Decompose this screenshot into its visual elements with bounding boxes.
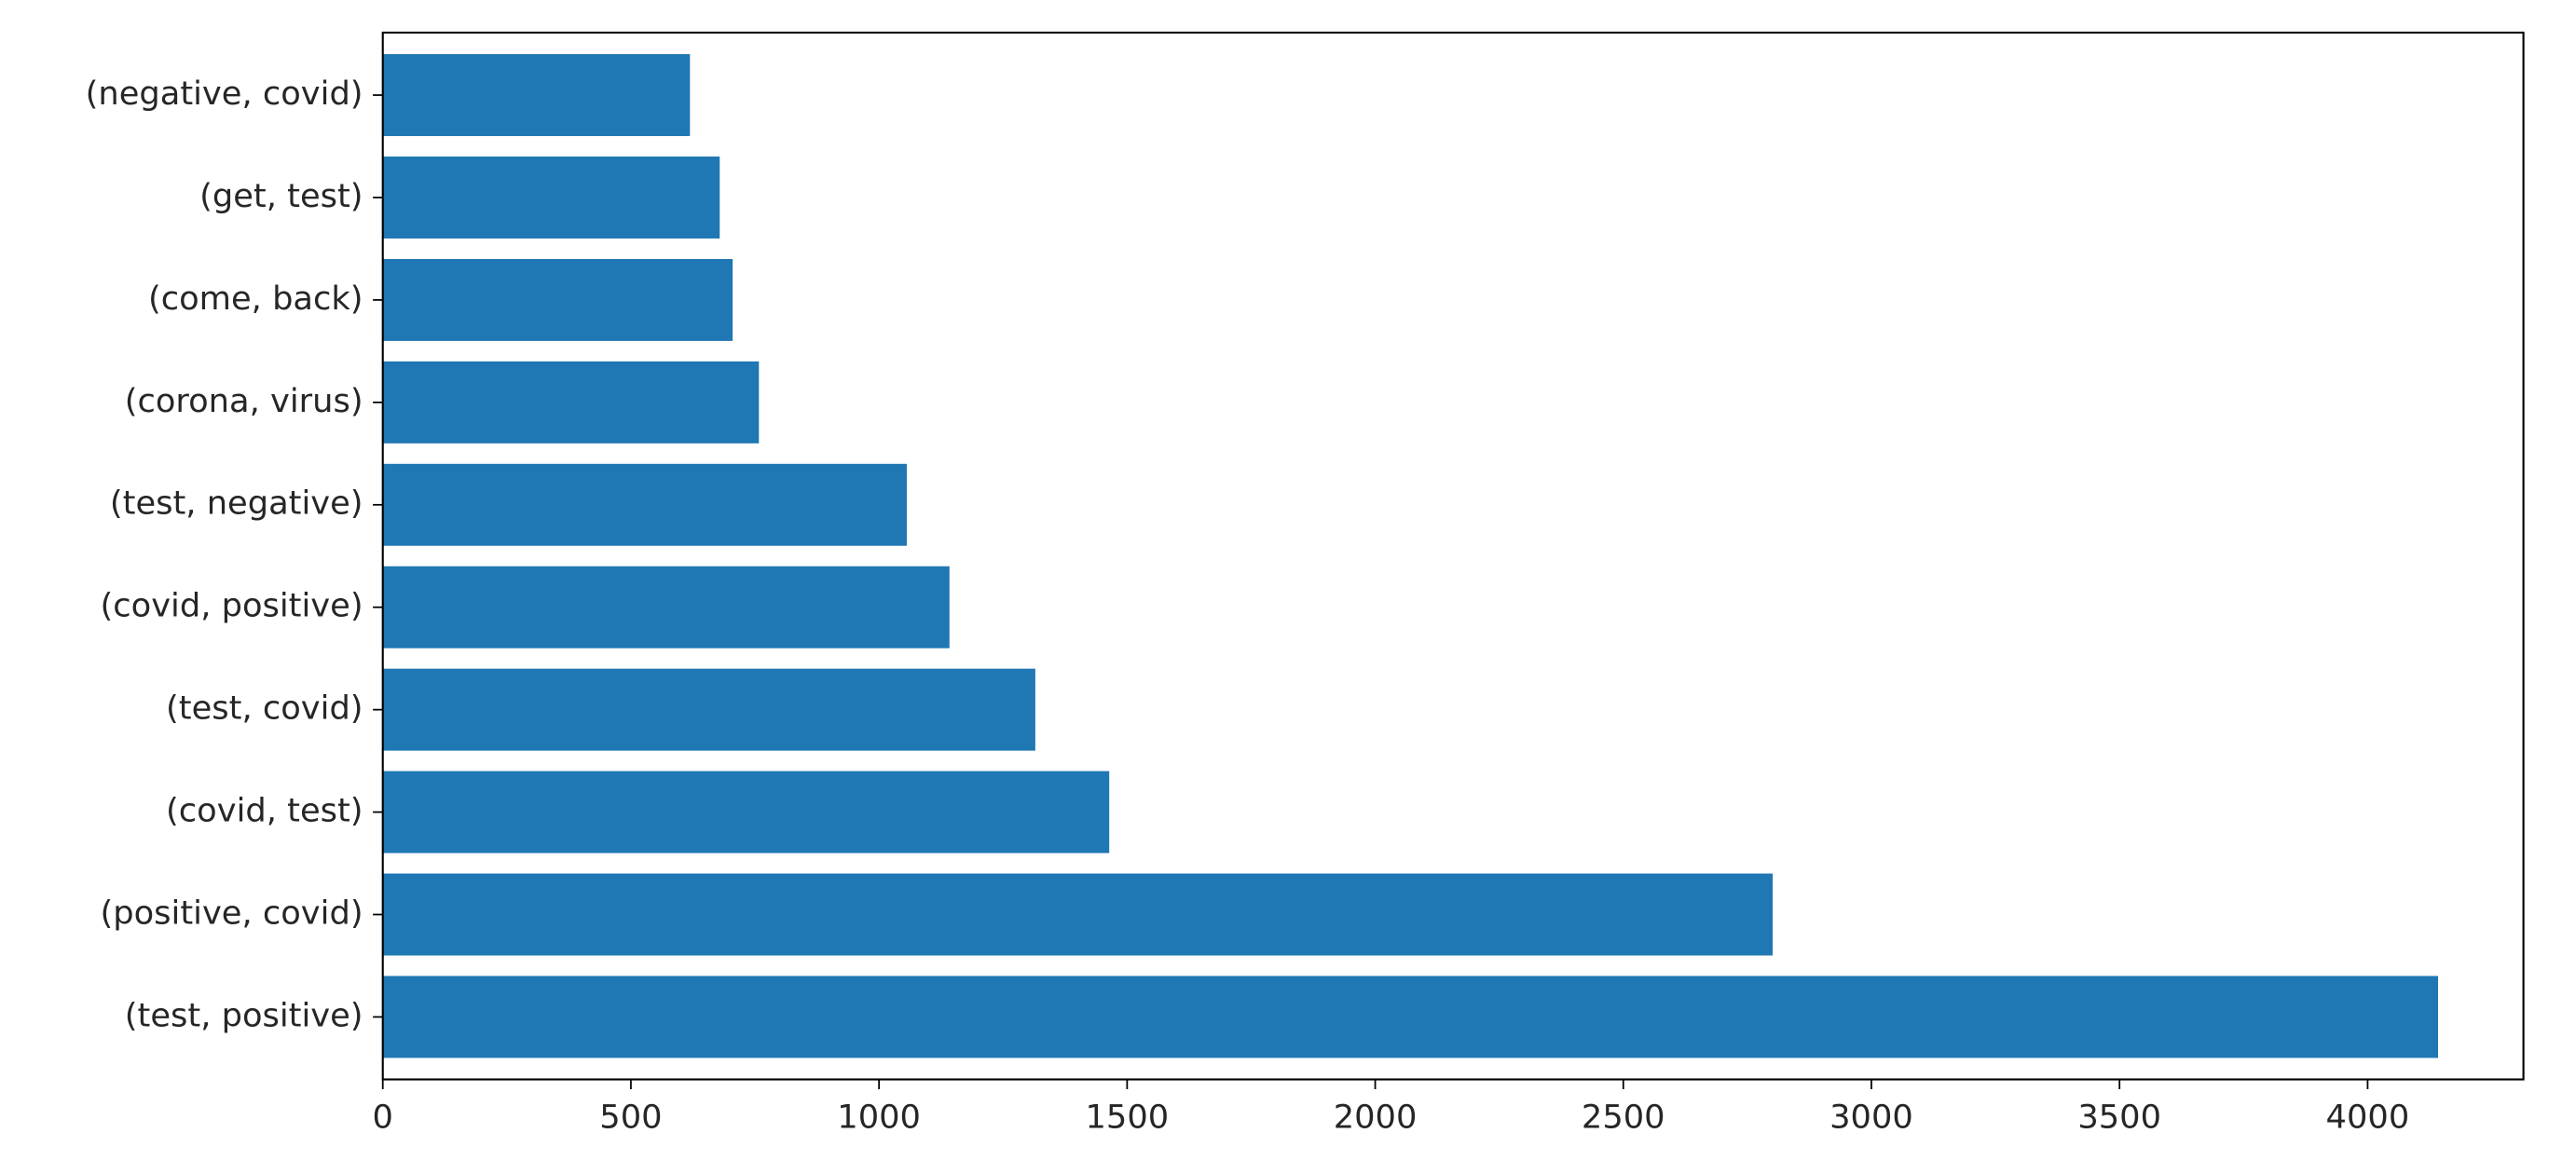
y-tick-label: (covid, test) — [166, 792, 363, 830]
x-tick-label: 4000 — [2326, 1099, 2410, 1137]
x-tick-label: 3500 — [2077, 1099, 2161, 1137]
bar — [382, 157, 720, 239]
bar — [382, 976, 2439, 1058]
y-tick-label: (test, covid) — [166, 689, 363, 728]
x-tick-label: 1500 — [1086, 1099, 1170, 1137]
bar — [382, 566, 950, 648]
y-tick-label: (covid, positive) — [101, 587, 363, 625]
y-tick-label: (corona, virus) — [125, 382, 363, 420]
x-tick-label: 0 — [373, 1099, 393, 1137]
y-tick-label: (negative, covid) — [86, 75, 363, 113]
y-tick-label: (test, negative) — [110, 485, 363, 523]
x-tick-label: 500 — [599, 1099, 662, 1137]
bar — [382, 361, 760, 444]
bar — [382, 668, 1035, 751]
y-tick-label: (come, back) — [148, 280, 363, 318]
bar — [382, 463, 907, 546]
bar — [382, 771, 1110, 853]
bar — [382, 873, 1774, 956]
x-tick-label: 2000 — [1334, 1099, 1418, 1137]
x-tick-label: 3000 — [1829, 1099, 1913, 1137]
y-tick-label: (test, positive) — [125, 997, 363, 1035]
x-tick-label: 2500 — [1582, 1099, 1665, 1137]
bar — [382, 258, 733, 341]
bar — [382, 54, 691, 137]
y-tick-label: (positive, covid) — [101, 894, 363, 933]
y-tick-label: (get, test) — [199, 177, 363, 215]
x-tick-label: 1000 — [837, 1099, 921, 1137]
plot-frame — [381, 31, 2525, 1081]
